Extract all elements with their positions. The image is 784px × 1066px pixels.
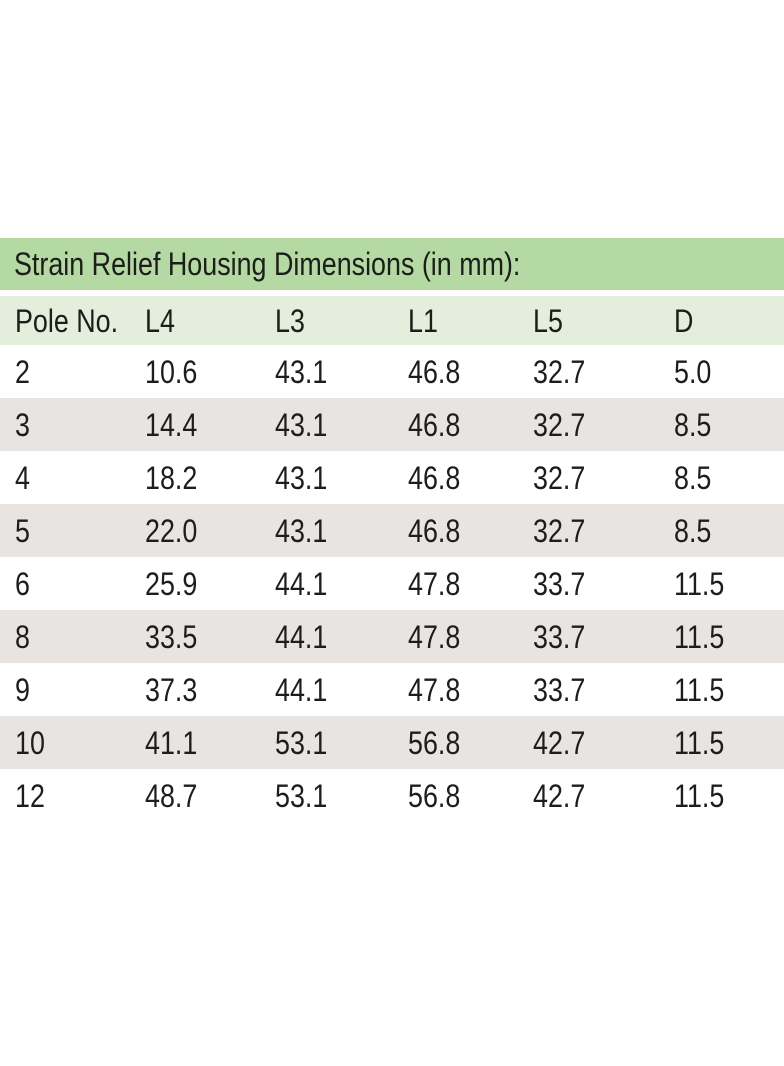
cell-l1: 56.8 xyxy=(408,777,461,814)
cell-l4: 48.7 xyxy=(145,777,198,814)
table-row: 9 37.3 44.1 47.8 33.7 11.5 xyxy=(0,663,784,716)
cell-l5: 32.7 xyxy=(533,512,586,549)
column-header-pole-no: Pole No. xyxy=(15,302,119,339)
cell-l4: 10.6 xyxy=(145,353,198,390)
cell-l3: 43.1 xyxy=(275,512,328,549)
column-header-l1: L1 xyxy=(408,302,438,339)
cell-l3: 43.1 xyxy=(275,353,328,390)
cell-l3: 44.1 xyxy=(275,671,328,708)
cell-l1: 46.8 xyxy=(408,406,461,443)
table-row: 4 18.2 43.1 46.8 32.7 8.5 xyxy=(0,451,784,504)
cell-l3: 53.1 xyxy=(275,777,328,814)
column-header-l3: L3 xyxy=(275,302,305,339)
cell-l1: 56.8 xyxy=(408,724,461,761)
cell-l4: 22.0 xyxy=(145,512,198,549)
cell-l5: 32.7 xyxy=(533,406,586,443)
column-header-l4: L4 xyxy=(145,302,175,339)
cell-l5: 42.7 xyxy=(533,777,586,814)
cell-pole-no: 4 xyxy=(15,459,30,496)
cell-d: 11.5 xyxy=(674,671,725,708)
cell-d: 8.5 xyxy=(674,512,712,549)
table-row: 10 41.1 53.1 56.8 42.7 11.5 xyxy=(0,716,784,769)
cell-l3: 44.1 xyxy=(275,618,328,655)
cell-pole-no: 6 xyxy=(15,565,30,602)
column-header-l5: L5 xyxy=(533,302,563,339)
cell-d: 11.5 xyxy=(674,618,725,655)
cell-d: 8.5 xyxy=(674,406,712,443)
cell-l5: 33.7 xyxy=(533,565,586,602)
cell-d: 5.0 xyxy=(674,353,712,390)
table-row: 3 14.4 43.1 46.8 32.7 8.5 xyxy=(0,398,784,451)
table-row: 2 10.6 43.1 46.8 32.7 5.0 xyxy=(0,345,784,398)
cell-l5: 33.7 xyxy=(533,671,586,708)
column-header-d: D xyxy=(674,302,694,339)
cell-pole-no: 3 xyxy=(15,406,30,443)
cell-pole-no: 5 xyxy=(15,512,30,549)
dimensions-table: Strain Relief Housing Dimensions (in mm)… xyxy=(0,238,784,822)
cell-l3: 43.1 xyxy=(275,459,328,496)
cell-pole-no: 10 xyxy=(15,724,45,761)
table-row: 5 22.0 43.1 46.8 32.7 8.5 xyxy=(0,504,784,557)
cell-d: 11.5 xyxy=(674,724,725,761)
cell-l3: 43.1 xyxy=(275,406,328,443)
table-row: 6 25.9 44.1 47.8 33.7 11.5 xyxy=(0,557,784,610)
table-header-row: Pole No. L4 L3 L1 L5 D xyxy=(0,296,784,345)
cell-l4: 33.5 xyxy=(145,618,198,655)
cell-l1: 46.8 xyxy=(408,353,461,390)
cell-l4: 41.1 xyxy=(145,724,198,761)
cell-pole-no: 2 xyxy=(15,353,30,390)
cell-l5: 32.7 xyxy=(533,459,586,496)
cell-l1: 46.8 xyxy=(408,512,461,549)
cell-l3: 53.1 xyxy=(275,724,328,761)
table-title-bar: Strain Relief Housing Dimensions (in mm)… xyxy=(0,238,784,290)
cell-d: 11.5 xyxy=(674,777,725,814)
table-title: Strain Relief Housing Dimensions (in mm)… xyxy=(14,246,521,282)
cell-l4: 18.2 xyxy=(145,459,198,496)
cell-pole-no: 8 xyxy=(15,618,30,655)
cell-pole-no: 12 xyxy=(15,777,45,814)
cell-l3: 44.1 xyxy=(275,565,328,602)
cell-l1: 47.8 xyxy=(408,565,461,602)
table-row: 12 48.7 53.1 56.8 42.7 11.5 xyxy=(0,769,784,822)
table-body: 2 10.6 43.1 46.8 32.7 5.0 3 14.4 43.1 46… xyxy=(0,345,784,822)
cell-l5: 42.7 xyxy=(533,724,586,761)
cell-l1: 46.8 xyxy=(408,459,461,496)
cell-l1: 47.8 xyxy=(408,618,461,655)
cell-d: 11.5 xyxy=(674,565,725,602)
cell-l1: 47.8 xyxy=(408,671,461,708)
cell-pole-no: 9 xyxy=(15,671,30,708)
cell-l5: 33.7 xyxy=(533,618,586,655)
cell-d: 8.5 xyxy=(674,459,712,496)
table-row: 8 33.5 44.1 47.8 33.7 11.5 xyxy=(0,610,784,663)
cell-l5: 32.7 xyxy=(533,353,586,390)
cell-l4: 14.4 xyxy=(145,406,198,443)
cell-l4: 25.9 xyxy=(145,565,198,602)
cell-l4: 37.3 xyxy=(145,671,198,708)
